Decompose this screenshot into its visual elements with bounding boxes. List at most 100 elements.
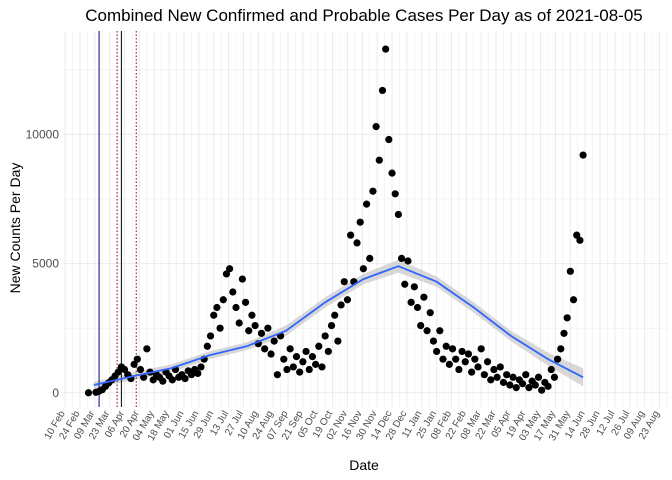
data-point [579,151,587,159]
data-point [448,345,457,353]
data-point [471,355,479,363]
y-axis-title: New Counts Per Day [7,163,23,294]
data-point [487,376,495,384]
data-point [417,321,425,330]
data-point [248,311,256,319]
data-point [518,380,527,388]
data-point [229,288,237,296]
data-point [203,342,211,350]
smooth-line [93,265,584,386]
data-point [480,371,488,379]
data-point [114,368,122,376]
data-point [436,327,444,335]
data-point [143,345,151,353]
data-point [407,298,415,306]
data-point [84,389,93,397]
data-point [522,371,530,379]
data-point [391,190,399,198]
data-point [120,365,129,374]
data-point [267,350,275,358]
data-point [347,231,355,239]
x-axis-title: Date [349,457,379,473]
confidence-band-area [93,259,584,389]
data-point [525,384,533,392]
data-point [503,371,511,379]
data-point [283,365,291,374]
data-points [84,45,587,397]
data-point [168,376,176,384]
grid [63,31,668,407]
data-point [197,363,205,371]
data-point [394,210,403,219]
data-point [468,368,476,376]
data-point [296,368,304,376]
data-point [136,365,145,374]
data-point [496,363,504,371]
data-point [566,267,574,275]
data-point [270,337,278,345]
data-point [140,373,148,381]
data-point [327,321,336,330]
data-point [442,342,450,350]
data-point [213,303,221,312]
data-point [273,371,282,379]
data-point [241,298,250,306]
data-point [420,293,428,301]
data-point [509,373,517,381]
data-point [292,353,301,361]
data-point [378,86,387,95]
data-point [308,353,317,361]
data-point [235,319,243,327]
data-point [362,200,371,208]
data-point [245,327,253,335]
data-point [569,296,578,304]
data-point [573,231,581,239]
data-point [554,355,562,363]
data-point [474,363,482,371]
data-point [388,169,396,177]
data-point [315,342,323,350]
data-point [433,347,441,356]
data-point [261,345,269,353]
y-tick-label: 10000 [26,127,60,141]
chart-title: Combined New Confirmed and Probable Case… [85,6,643,25]
data-point [563,314,571,322]
data-point [550,373,559,381]
data-point [210,311,218,319]
data-point [305,365,313,374]
data-point [337,301,345,309]
data-point [216,324,224,332]
data-point [547,365,555,374]
y-axis-ticks: 0 5000 10000 [26,127,60,399]
y-tick-label: 0 [52,386,59,400]
data-point [222,270,231,278]
data-point [343,296,352,304]
data-point [439,355,447,363]
data-point [576,236,584,244]
data-point [130,360,138,368]
data-point [286,345,294,353]
data-point [464,350,473,358]
data-point [149,376,157,384]
data-point [404,257,412,265]
data-point [372,123,380,131]
data-point [353,239,361,247]
confidence-band [93,259,584,389]
data-point [458,347,466,356]
data-point [312,360,320,368]
data-point [366,254,374,263]
data-point [133,355,141,363]
data-point [490,365,498,374]
data-point [359,265,367,273]
data-point [226,265,234,273]
data-point [445,360,453,368]
data-point [324,347,332,356]
data-point [483,358,492,366]
data-point [181,374,189,383]
data-point [187,371,196,379]
data-point [401,280,409,288]
data-point [423,327,431,335]
data-point [382,45,390,53]
